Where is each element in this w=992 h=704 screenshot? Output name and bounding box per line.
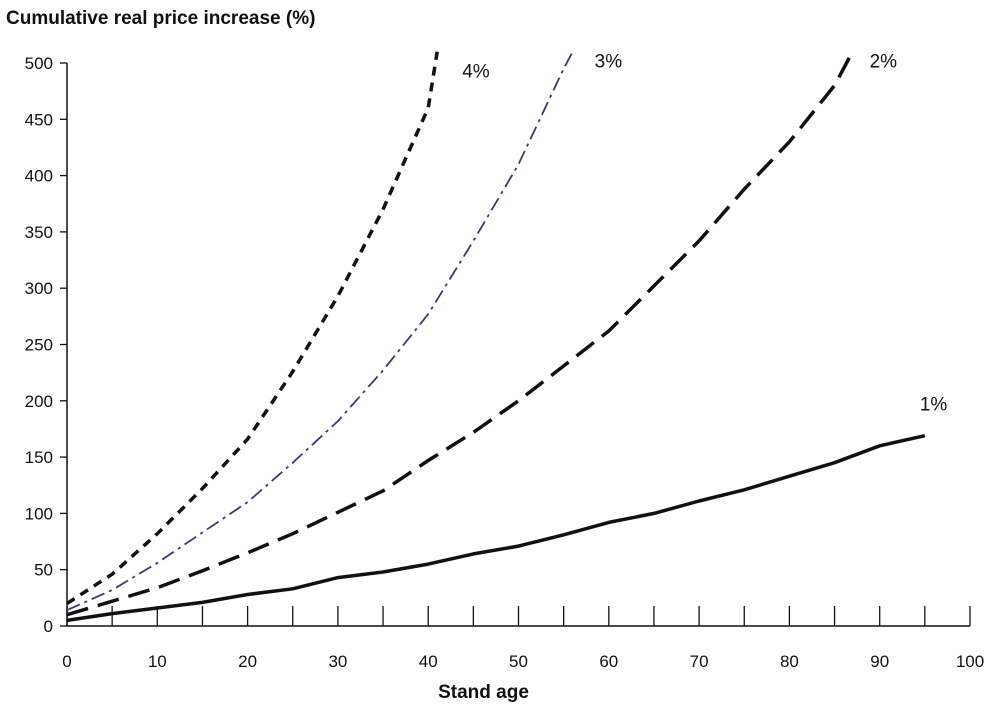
y-tick-label: 350 — [25, 223, 53, 242]
y-tick-label: 150 — [25, 448, 53, 467]
x-tick-label: 40 — [419, 652, 438, 671]
series-line-3pct — [66, 51, 574, 612]
axes — [66, 63, 970, 627]
y-tick-label: 50 — [34, 561, 53, 580]
x-axis-title: Stand age — [438, 682, 529, 703]
series-line-4pct — [66, 51, 439, 605]
x-tick-label: 30 — [328, 652, 347, 671]
x-tick-label: 60 — [599, 652, 618, 671]
chart-title: Cumulative real price increase (%) — [6, 8, 316, 29]
y-tick-label: 450 — [25, 110, 53, 129]
x-tick-label: 70 — [690, 652, 709, 671]
x-tick-label: 100 — [956, 652, 984, 671]
series-label: 2% — [870, 51, 898, 72]
x-tick-label: 50 — [509, 652, 528, 671]
y-tick-label: 0 — [44, 617, 53, 636]
series-label: 1% — [920, 395, 948, 416]
series-line-1pct — [66, 433, 926, 623]
labels: Stand age 1% 2% 3% 4% — [438, 51, 947, 703]
x-tick-label: 20 — [238, 652, 257, 671]
series-label: 3% — [595, 51, 623, 72]
series-lines — [66, 50, 926, 623]
y-tick-label: 200 — [25, 392, 53, 411]
x-tick-label: 10 — [148, 652, 167, 671]
x-tick-label: 90 — [870, 652, 889, 671]
x-tick-label: 0 — [62, 652, 71, 671]
series-label: 4% — [462, 61, 490, 82]
y-tick-label: 400 — [25, 167, 53, 186]
y-tick-label: 300 — [25, 279, 53, 298]
x-tick-label: 80 — [780, 652, 799, 671]
y-tick-label: 250 — [25, 336, 53, 355]
y-tick-label: 100 — [25, 504, 53, 523]
ticks: 0 50 100 150 200 250 300 350 400 450 500 0 10 20 30 40 5… — [25, 54, 985, 671]
series-line-2pct — [66, 50, 855, 617]
y-tick-label: 500 — [25, 54, 53, 73]
